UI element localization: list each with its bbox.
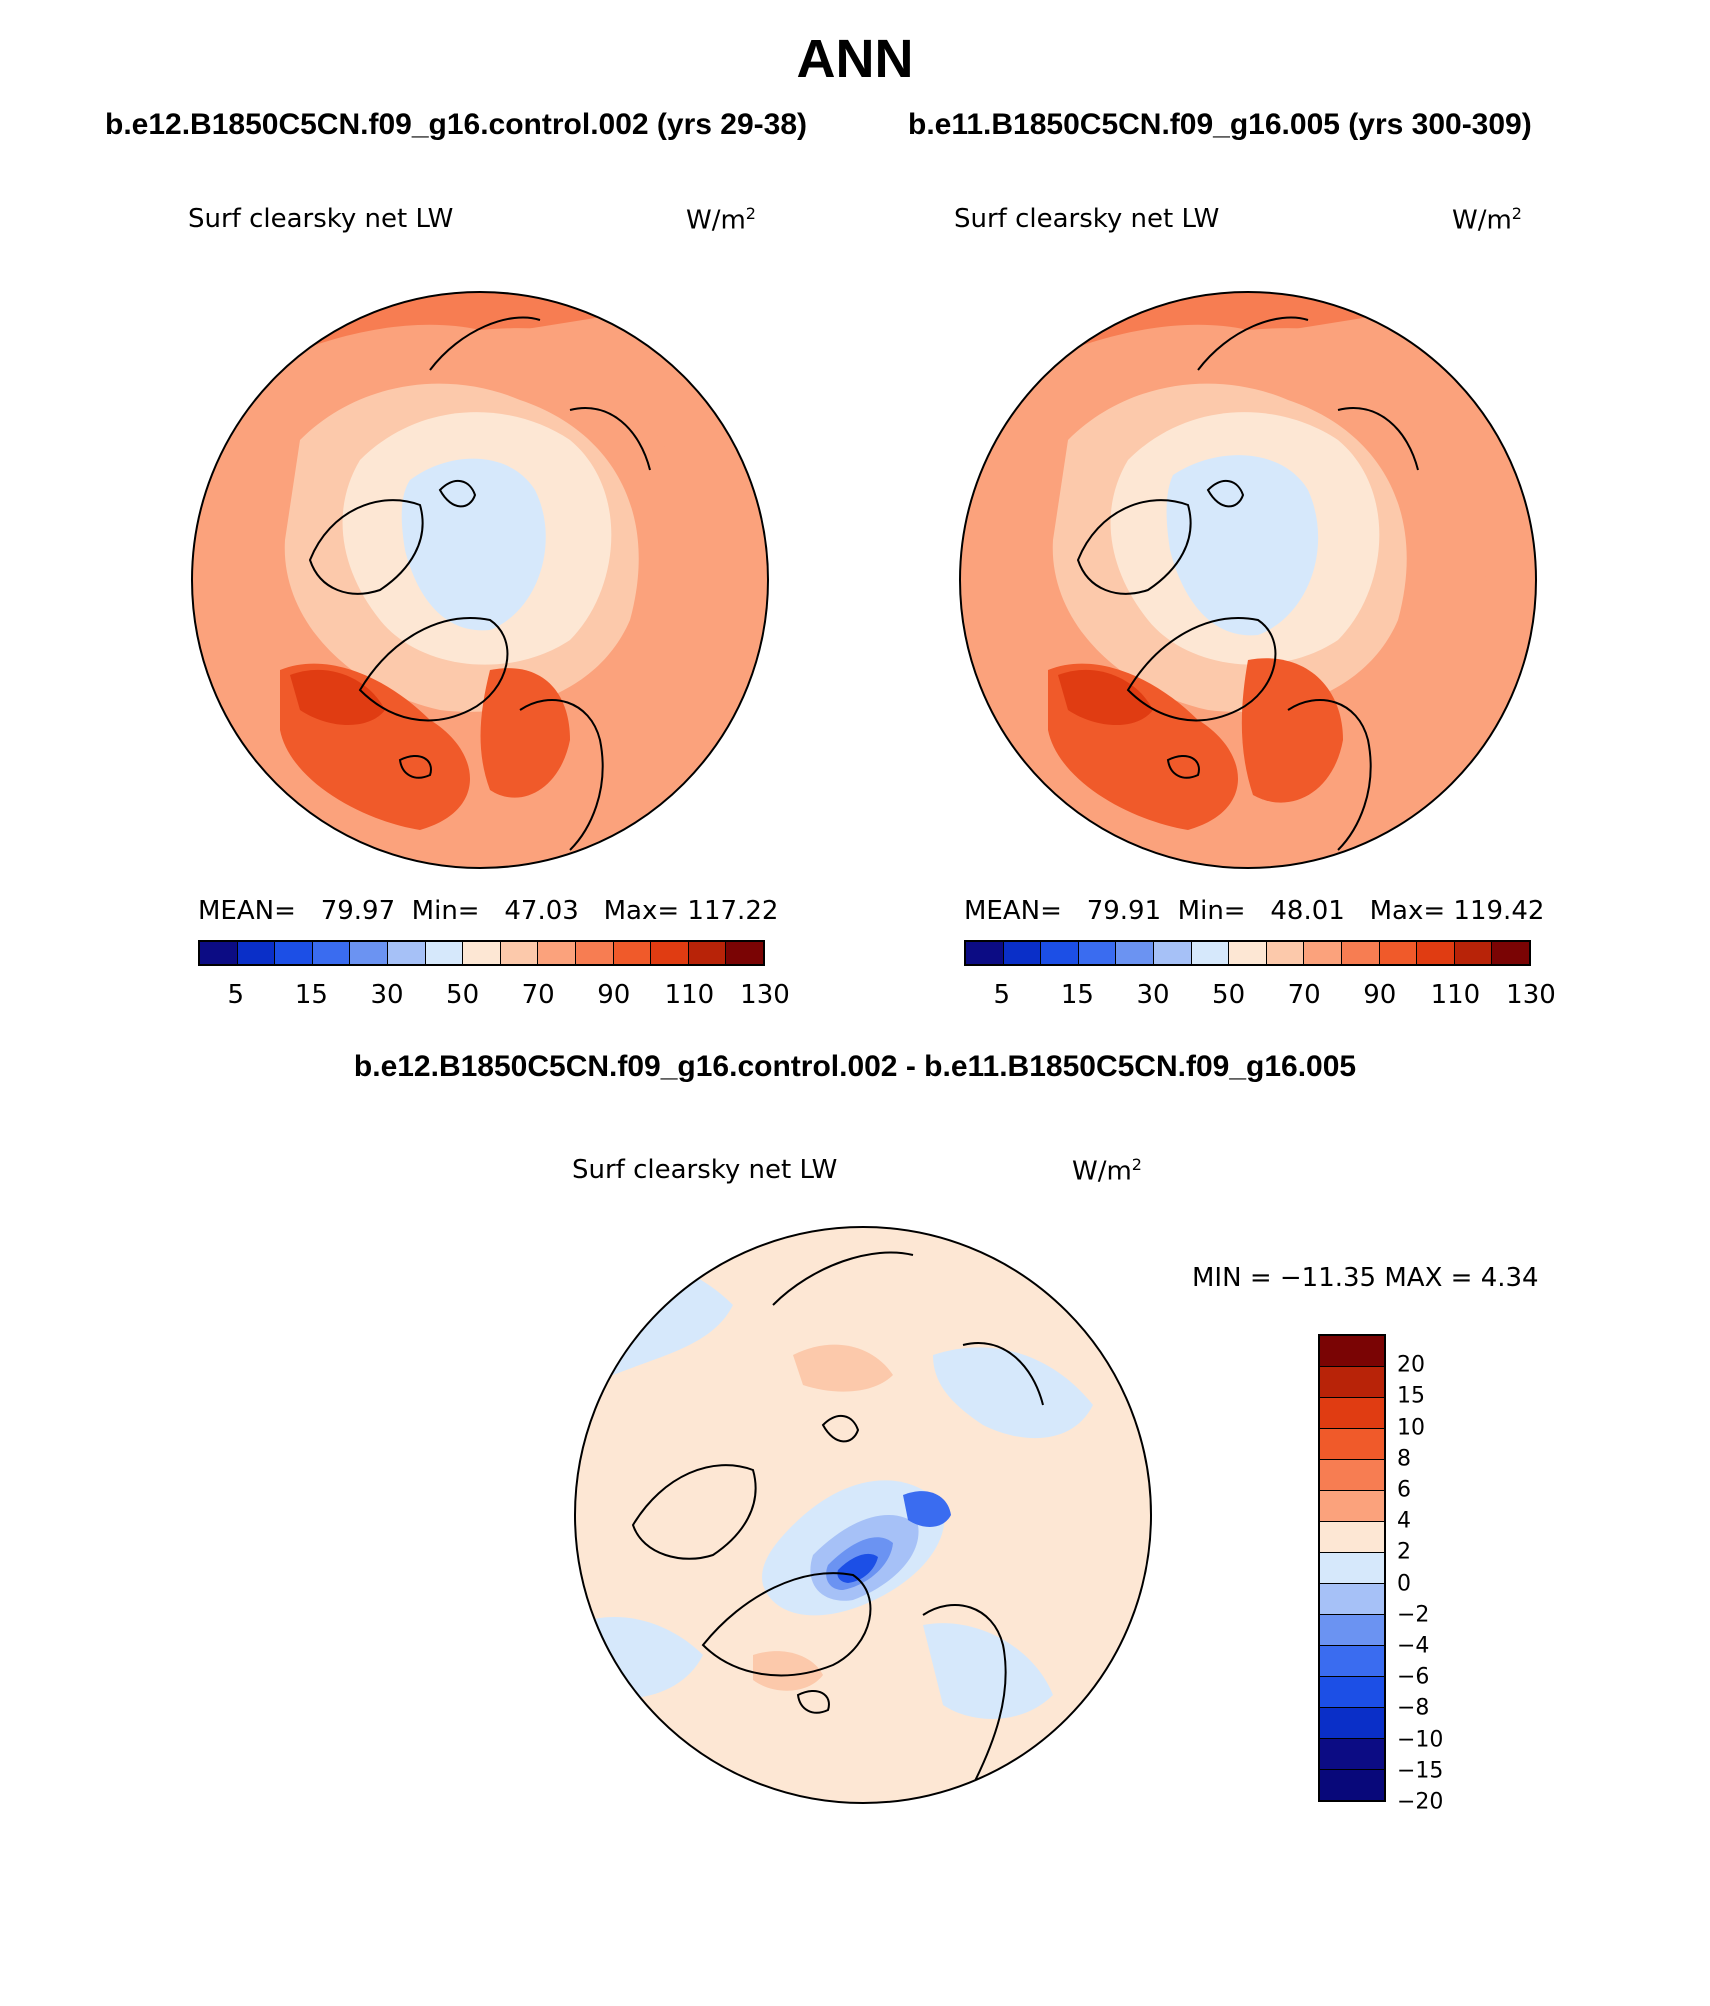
colorbar-swatch-left-4: [350, 942, 388, 964]
colorbar-tick-right-2: 30: [1136, 980, 1170, 1010]
colorbar-swatch-diff-5: [1320, 1491, 1384, 1522]
colorbar-tick-left-3: 50: [446, 980, 480, 1010]
colorbar-swatch-right-14: [1492, 942, 1529, 964]
case-title-right: b.e11.B1850C5CN.f09_g16.005 (yrs 300-309…: [908, 108, 1532, 141]
polar-map-diff: [574, 1226, 1152, 1804]
colorbar-swatch-right-10: [1341, 942, 1380, 964]
colorbar-tick-diff-13: −15: [1397, 1758, 1444, 1784]
colorbar-tick-diff-2: 10: [1397, 1415, 1425, 1441]
colorbar-swatch-right-4: [1116, 942, 1154, 964]
figure-title: ANN: [796, 29, 914, 89]
difference-title: b.e12.B1850C5CN.f09_g16.control.002 - b.…: [353, 1050, 1357, 1083]
colorbar-tick-left-7: 130: [740, 980, 790, 1010]
colorbar-swatch-right-6: [1191, 942, 1230, 964]
colorbar-swatch-left-14: [726, 942, 763, 964]
colorbar-tick-diff-6: 2: [1397, 1539, 1411, 1565]
colorbar-swatch-diff-13: [1320, 1739, 1384, 1770]
colorbar-swatch-right-13: [1454, 942, 1493, 964]
colorbar-swatch-diff-12: [1320, 1708, 1384, 1739]
colorbar-tick-diff-3: 8: [1397, 1446, 1411, 1472]
colorbar-swatch-right-8: [1266, 942, 1305, 964]
colorbar-tick-diff-4: 6: [1397, 1477, 1411, 1503]
colorbar-swatch-diff-2: [1320, 1398, 1384, 1429]
colorbar-swatch-right-1: [1003, 942, 1042, 964]
colorbar-swatch-diff-3: [1320, 1429, 1384, 1460]
units-label-diff: W/m2: [1072, 1155, 1142, 1187]
colorbar-tick-diff-10: −6: [1397, 1664, 1430, 1690]
colorbar-swatch-left-8: [500, 942, 539, 964]
colorbar-swatch-right-12: [1417, 942, 1455, 964]
colorbar-tick-left-6: 110: [664, 980, 715, 1010]
colorbar-tick-left-1: 15: [294, 980, 328, 1010]
polar-map-right: [959, 291, 1537, 869]
colorbar-tick-right-4: 70: [1287, 980, 1321, 1010]
colorbar-tick-left-5: 90: [597, 980, 631, 1010]
colorbar-tick-diff-5: 4: [1397, 1508, 1411, 1534]
units-label-right: W/m2: [1452, 204, 1522, 236]
colorbar-tick-diff-1: 15: [1397, 1383, 1425, 1409]
colorbar-tick-right-1: 15: [1060, 980, 1094, 1010]
colorbar-swatch-left-12: [651, 942, 689, 964]
diff-min-max: MIN = −11.35 MAX = 4.34: [1192, 1263, 1539, 1293]
colorbar-swatch-left-10: [575, 942, 614, 964]
variable-label-diff: Surf clearsky net LW: [572, 1155, 838, 1185]
colorbar-swatch-right-5: [1153, 942, 1192, 964]
colorbar-tick-diff-8: −2: [1397, 1602, 1430, 1628]
colorbar-swatch-right-11: [1379, 942, 1418, 964]
colorbar-tick-diff-0: 20: [1397, 1352, 1425, 1378]
colorbar-left: [198, 940, 765, 966]
colorbar-swatch-right-0: [966, 942, 1004, 964]
colorbar-swatch-diff-9: [1320, 1615, 1384, 1646]
colorbar-tick-right-5: 90: [1363, 980, 1397, 1010]
colorbar-swatch-left-6: [425, 942, 464, 964]
colorbar-swatch-left-0: [200, 942, 238, 964]
colorbar-tick-right-0: 5: [993, 980, 1011, 1010]
colorbar-swatch-left-13: [688, 942, 727, 964]
polar-map-left: [191, 291, 769, 869]
colorbar-swatch-diff-1: [1320, 1367, 1384, 1398]
colorbar-swatch-left-7: [463, 942, 501, 964]
colorbar-swatch-left-1: [237, 942, 276, 964]
colorbar-ticks-right: 5 15 30 50 70 90 110 130: [964, 980, 1556, 1012]
colorbar-tick-diff-9: −4: [1397, 1633, 1430, 1659]
colorbar-swatch-left-2: [275, 942, 313, 964]
colorbar-swatch-diff-10: [1320, 1646, 1384, 1677]
stats-left: MEAN= 79.97 Min= 47.03 Max= 117.22: [198, 896, 779, 926]
colorbar-swatch-diff-14: [1320, 1770, 1384, 1800]
colorbar-ticks-left: 5 15 30 50 70 90 110 130: [198, 980, 790, 1012]
colorbar-tick-diff-11: −8: [1397, 1695, 1430, 1721]
colorbar-tick-right-3: 50: [1212, 980, 1246, 1010]
colorbar-tick-diff-14: −20: [1397, 1789, 1444, 1815]
colorbar-tick-left-0: 5: [227, 980, 245, 1010]
colorbar-tick-right-7: 130: [1506, 980, 1556, 1010]
colorbar-diff: [1318, 1334, 1386, 1802]
colorbar-swatch-diff-4: [1320, 1460, 1384, 1491]
colorbar-swatch-diff-8: [1320, 1584, 1384, 1615]
colorbar-swatch-diff-11: [1320, 1677, 1384, 1708]
colorbar-swatch-right-9: [1304, 942, 1342, 964]
colorbar-swatch-diff-0: [1320, 1336, 1384, 1367]
colorbar-tick-right-6: 110: [1430, 980, 1481, 1010]
colorbar-swatch-left-9: [538, 942, 576, 964]
colorbar-swatch-diff-6: [1320, 1522, 1384, 1553]
colorbar-swatch-left-11: [613, 942, 652, 964]
stats-right: MEAN= 79.91 Min= 48.01 Max= 119.42: [964, 896, 1545, 926]
case-title-left: b.e12.B1850C5CN.f09_g16.control.002 (yrs…: [105, 108, 808, 141]
variable-label-right: Surf clearsky net LW: [954, 204, 1220, 234]
units-label-left: W/m2: [686, 204, 756, 236]
colorbar-tick-left-2: 30: [370, 980, 404, 1010]
colorbar-tick-diff-12: −10: [1397, 1727, 1444, 1753]
colorbar-swatch-left-5: [387, 942, 426, 964]
colorbar-swatch-right-2: [1041, 942, 1079, 964]
colorbar-tick-diff-7: 0: [1397, 1571, 1411, 1597]
variable-label-left: Surf clearsky net LW: [188, 204, 454, 234]
colorbar-tick-left-4: 70: [521, 980, 555, 1010]
colorbar-right: [964, 940, 1531, 966]
colorbar-swatch-right-7: [1229, 942, 1267, 964]
colorbar-swatch-right-3: [1078, 942, 1117, 964]
colorbar-swatch-left-3: [312, 942, 351, 964]
colorbar-swatch-diff-7: [1320, 1553, 1384, 1584]
